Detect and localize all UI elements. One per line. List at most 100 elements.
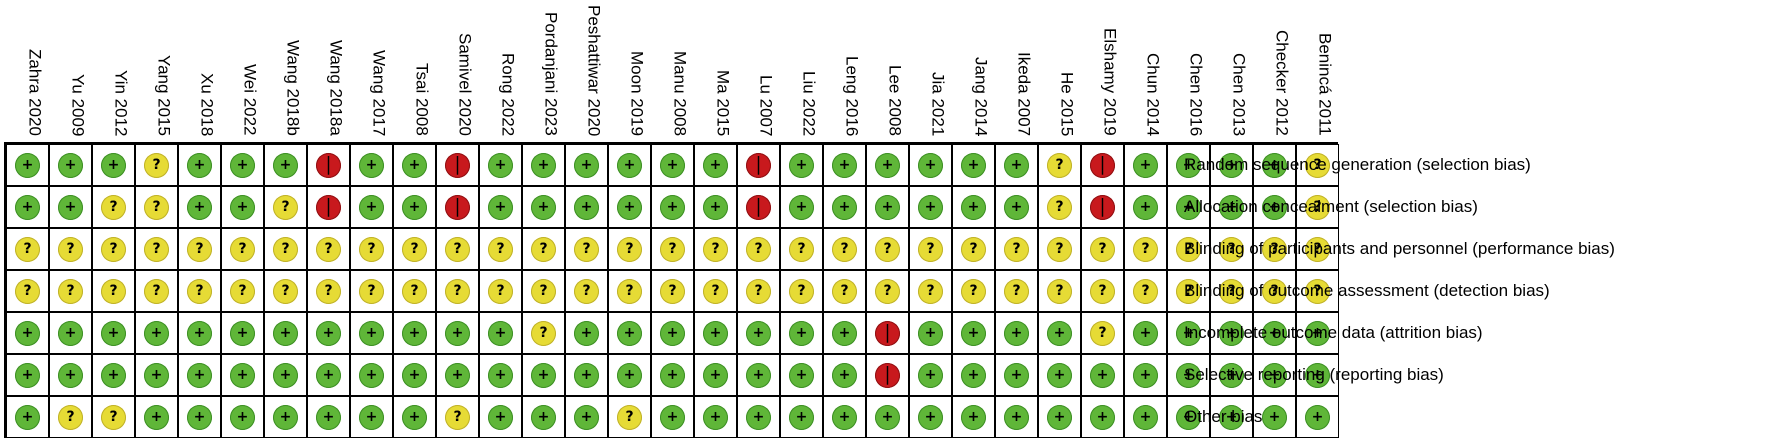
rob-cell: ? xyxy=(393,270,436,312)
judgement-symbol: + xyxy=(580,367,593,383)
low-risk-icon: + xyxy=(875,404,900,430)
judgement-symbol: ? xyxy=(453,241,462,257)
judgement-symbol: ? xyxy=(883,283,892,299)
rob-cell: + xyxy=(1038,354,1081,396)
judgement-symbol: + xyxy=(967,409,980,425)
judgement-symbol: | xyxy=(1100,154,1105,176)
rob-cell: + xyxy=(221,186,264,228)
judgement-symbol: ? xyxy=(66,241,75,257)
low-risk-icon: + xyxy=(531,194,556,220)
rob-cell: ? xyxy=(1210,228,1253,270)
rob-cell: ? xyxy=(823,228,866,270)
rob-cell: ? xyxy=(1081,228,1124,270)
rob-cell: | xyxy=(436,186,479,228)
judgement-symbol: + xyxy=(666,409,679,425)
judgement-symbol: + xyxy=(666,367,679,383)
low-risk-icon: + xyxy=(187,320,212,346)
rob-cell: + xyxy=(1167,186,1210,228)
judgement-symbol: + xyxy=(494,325,507,341)
low-risk-icon: + xyxy=(703,320,728,346)
rob-cell: + xyxy=(780,144,823,186)
judgement-symbol: ? xyxy=(23,283,32,299)
unclear-risk-icon: ? xyxy=(1133,236,1158,262)
rob-cell: + xyxy=(1253,186,1296,228)
low-risk-icon: + xyxy=(273,320,298,346)
judgement-symbol: + xyxy=(107,157,120,173)
low-risk-icon: + xyxy=(402,362,427,388)
unclear-risk-icon: ? xyxy=(789,278,814,304)
study-label-text: Ikeda 2007 xyxy=(1014,51,1034,136)
rob-cell: ? xyxy=(909,228,952,270)
judgement-symbol: + xyxy=(580,157,593,173)
judgement-symbol: + xyxy=(1053,409,1066,425)
rob-cell: ? xyxy=(1038,270,1081,312)
rob-cell: + xyxy=(350,396,393,438)
rob-cell: + xyxy=(6,354,49,396)
unclear-risk-icon: ? xyxy=(187,278,212,304)
rob-cell: + xyxy=(522,144,565,186)
rob-cell: + xyxy=(393,396,436,438)
judgement-symbol: + xyxy=(1139,409,1152,425)
rob-cell: ? xyxy=(780,228,823,270)
judgement-symbol: | xyxy=(756,154,761,176)
rob-cell: + xyxy=(350,186,393,228)
judgement-symbol: ? xyxy=(195,241,204,257)
low-risk-icon: + xyxy=(488,194,513,220)
unclear-risk-icon: ? xyxy=(1047,194,1072,220)
rob-cell: ? xyxy=(6,228,49,270)
low-risk-icon: + xyxy=(789,194,814,220)
rob-cell: + xyxy=(780,312,823,354)
rob-cell: + xyxy=(565,186,608,228)
judgement-symbol: ? xyxy=(969,283,978,299)
rob-cell: ? xyxy=(522,270,565,312)
judgement-symbol: ? xyxy=(109,199,118,215)
rob-cell: + xyxy=(823,396,866,438)
unclear-risk-icon: ? xyxy=(961,278,986,304)
judgement-symbol: ? xyxy=(625,241,634,257)
rob-cell: | xyxy=(1081,186,1124,228)
low-risk-icon: + xyxy=(230,362,255,388)
domain-label: Other bias xyxy=(1184,407,1263,426)
judgement-symbol: ? xyxy=(883,241,892,257)
judgement-symbol: + xyxy=(537,157,550,173)
unclear-risk-icon: ? xyxy=(1176,236,1201,262)
unclear-risk-icon: ? xyxy=(230,236,255,262)
unclear-risk-icon: ? xyxy=(144,194,169,220)
judgement-symbol: ? xyxy=(840,283,849,299)
rob-cell: + xyxy=(651,144,694,186)
study-label-text: Leng 2016 xyxy=(842,55,862,136)
low-risk-icon: + xyxy=(1133,194,1158,220)
judgement-symbol: + xyxy=(21,409,34,425)
low-risk-icon: + xyxy=(832,320,857,346)
rob-cell: + xyxy=(608,354,651,396)
judgement-symbol: + xyxy=(1311,367,1324,383)
unclear-risk-icon: ? xyxy=(574,236,599,262)
rob-cell: + xyxy=(1210,186,1253,228)
unclear-risk-icon: ? xyxy=(15,278,40,304)
low-risk-icon: + xyxy=(58,194,83,220)
low-risk-icon: + xyxy=(230,152,255,178)
low-risk-icon: + xyxy=(832,194,857,220)
rob-cell: ? xyxy=(307,228,350,270)
rob-cell: + xyxy=(1124,312,1167,354)
judgement-symbol: + xyxy=(881,199,894,215)
judgement-symbol: + xyxy=(494,367,507,383)
study-label-text: Yu 2009 xyxy=(68,73,88,136)
rob-cell: + xyxy=(393,186,436,228)
judgement-symbol: ? xyxy=(711,283,720,299)
judgement-symbol: + xyxy=(21,325,34,341)
study-label-text: Jia 2021 xyxy=(928,71,948,136)
judgement-symbol: ? xyxy=(238,283,247,299)
rob-cell: ? xyxy=(823,270,866,312)
judgement-symbol: + xyxy=(623,325,636,341)
low-risk-icon: + xyxy=(359,194,384,220)
judgement-symbol: ? xyxy=(1227,241,1236,257)
rob-cell: ? xyxy=(221,270,264,312)
unclear-risk-icon: ? xyxy=(1090,236,1115,262)
judgement-symbol: + xyxy=(236,367,249,383)
rob-cell: | xyxy=(307,186,350,228)
unclear-risk-icon: ? xyxy=(574,278,599,304)
unclear-risk-icon: ? xyxy=(832,236,857,262)
low-risk-icon: + xyxy=(15,194,40,220)
